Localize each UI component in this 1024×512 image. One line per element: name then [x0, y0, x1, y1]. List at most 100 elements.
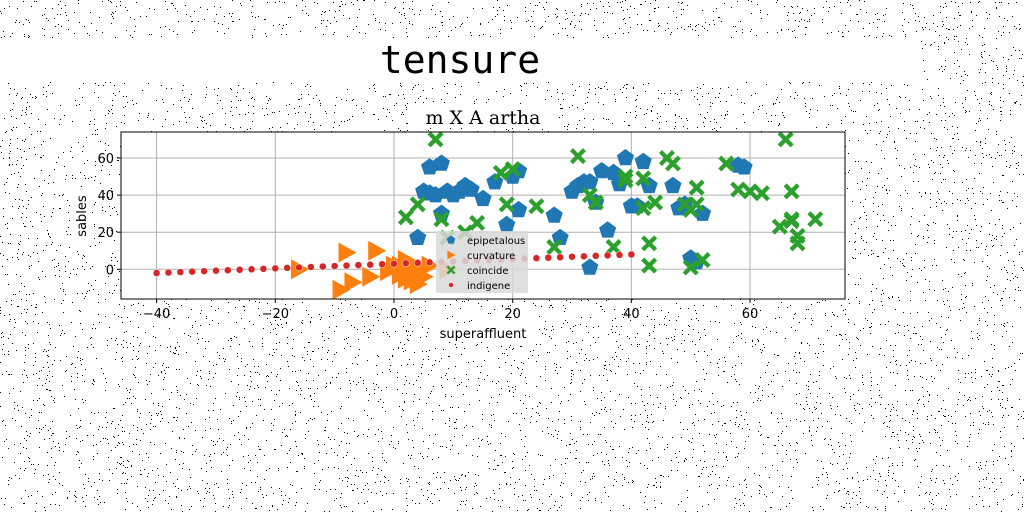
point-coincide [397, 209, 414, 226]
point-indigene [283, 264, 291, 272]
point-coincide [807, 211, 824, 228]
point-coincide [605, 239, 622, 256]
point-coincide [718, 155, 735, 172]
point-coincide [753, 185, 770, 202]
point-coincide [617, 168, 634, 185]
point-epipetalous [634, 152, 652, 169]
point-coincide [546, 239, 563, 256]
point-epipetalous [664, 176, 682, 194]
point-coincide [742, 183, 759, 200]
point-indigene [366, 260, 374, 269]
point-indigene [615, 251, 624, 259]
point-coincide [498, 196, 515, 213]
point-indigene [592, 252, 600, 260]
legend-label-indigene: indigene [467, 281, 510, 292]
point-coincide [789, 235, 806, 252]
point-coincide [469, 214, 486, 231]
point-indigene [271, 264, 280, 273]
legend-box [436, 231, 528, 293]
point-coincide [569, 148, 586, 165]
point-indigene [413, 259, 422, 267]
point-epipetalous [735, 158, 753, 175]
point-indigene [259, 265, 268, 273]
point-indigene [200, 267, 208, 275]
point-coincide [694, 252, 711, 269]
point-epipetalous [510, 200, 528, 218]
point-coincide [635, 170, 652, 187]
point-curvature [362, 266, 381, 287]
x-tick-label: −40 [143, 307, 170, 322]
x-tick-label: 60 [742, 307, 759, 322]
point-coincide [635, 200, 652, 217]
point-indigene [319, 262, 327, 271]
point-indigene [342, 261, 351, 270]
x-axis-label-background [432, 323, 536, 342]
legend: epipetalous curvature coincide indigene [436, 231, 528, 293]
point-epipetalous [545, 206, 563, 223]
point-coincide [777, 131, 794, 148]
point-curvature [397, 268, 416, 289]
point-coincide [427, 131, 444, 148]
point-coincide [641, 235, 658, 252]
x-tick-label: −20 [262, 307, 289, 322]
point-curvature [338, 242, 357, 263]
point-coincide [504, 161, 521, 178]
point-curvature [344, 272, 363, 293]
point-indigene [295, 263, 303, 272]
point-indigene [627, 250, 636, 259]
point-coincide [492, 164, 509, 181]
x-axis-label-background-rect [432, 323, 536, 342]
point-indigene [544, 253, 553, 262]
point-epipetalous [593, 162, 611, 179]
point-coincide [647, 194, 664, 211]
legend-marker-coincide [446, 265, 456, 275]
point-indigene [390, 259, 398, 268]
point-epipetalous [605, 163, 623, 181]
chart-title: m X A artha [426, 107, 541, 129]
plot-frame [120, 131, 846, 300]
y-tick-label: 60 [97, 152, 114, 167]
point-coincide [688, 179, 705, 196]
chart-title-background [410, 104, 558, 128]
x-tick-label: 40 [623, 307, 640, 322]
point-indigene [152, 269, 161, 277]
point-epipetalous [551, 228, 569, 245]
point-epipetalous [409, 228, 427, 245]
point-coincide [783, 211, 800, 228]
point-indigene [307, 263, 315, 271]
point-indigene [212, 266, 220, 275]
point-epipetalous [432, 154, 450, 171]
figure-suptitle-text: tensure [375, 38, 545, 82]
legend-marker-curvature [447, 250, 456, 260]
point-coincide [433, 211, 450, 228]
point-coincide [664, 155, 681, 172]
point-indigene [402, 259, 410, 268]
x-tick-label: 20 [504, 307, 521, 322]
point-indigene [247, 265, 256, 274]
point-indigene [378, 260, 386, 268]
legend-label-epipetalous: epipetalous [467, 236, 525, 247]
legend-marker-indigene [448, 282, 454, 288]
point-coincide [641, 257, 658, 274]
point-indigene [580, 252, 588, 261]
point-curvature [368, 240, 387, 261]
point-indigene [164, 268, 173, 277]
point-indigene [176, 268, 185, 276]
point-epipetalous [581, 258, 599, 275]
point-indigene [330, 262, 339, 270]
y-tick-label: 0 [106, 263, 114, 278]
series-curvature [291, 240, 458, 300]
legend-label-curvature: curvature [467, 251, 515, 262]
point-epipetalous [599, 221, 617, 238]
point-epipetalous [581, 173, 599, 190]
point-indigene [354, 261, 363, 269]
point-coincide [783, 183, 800, 200]
point-coincide [688, 196, 705, 213]
y-tick-label: 20 [97, 226, 114, 241]
point-coincide [617, 172, 634, 189]
legend-label-coincide: coincide [467, 266, 509, 277]
point-indigene [224, 266, 232, 274]
